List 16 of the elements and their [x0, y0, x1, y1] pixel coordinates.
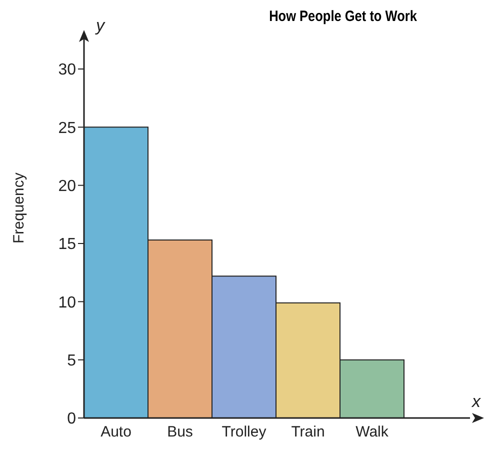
y-tick-label: 5	[67, 352, 76, 370]
y-tick-label: 0	[67, 410, 76, 428]
y-tick-label: 15	[58, 236, 76, 254]
x-tick-label: Trolley	[222, 424, 267, 441]
x-tick-label: Auto	[100, 424, 132, 441]
x-tick-label: Train	[291, 424, 325, 441]
y-tick-label: 10	[58, 294, 76, 312]
x-tick-label: Walk	[356, 424, 389, 441]
y-axis-title: Frequency	[10, 172, 28, 244]
chart-title: How People Get to Work	[268, 8, 418, 25]
y-tick-label: 25	[58, 120, 76, 137]
x-axis-title: x	[472, 392, 480, 412]
y-tick-label: 30	[58, 62, 76, 79]
x-tick-label: Bus	[167, 424, 193, 441]
text: y	[96, 16, 104, 36]
y-tick-label: 20	[58, 178, 76, 196]
